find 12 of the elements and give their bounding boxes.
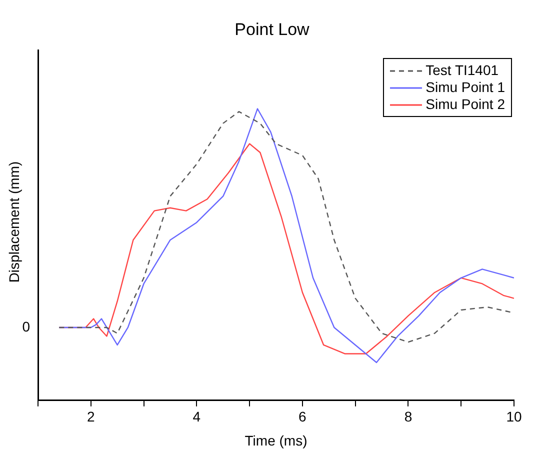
legend-label: Test TI1401	[426, 62, 499, 79]
x-tick-label: 6	[298, 408, 307, 425]
chart-title: Point Low	[234, 20, 310, 39]
text: 0	[22, 318, 30, 334]
x-tick-label: 2	[86, 408, 95, 425]
x-tick-label: 4	[192, 408, 201, 425]
legend-label: Simu Point 1	[426, 79, 505, 96]
x-axis-title: Time (ms)	[244, 432, 308, 448]
y-axis-title: Displacement (mm)	[6, 161, 22, 283]
legend-label: Simu Point 2	[426, 96, 505, 113]
x-tick-label: 8	[404, 408, 412, 425]
x-tick-label: 10	[506, 408, 522, 425]
